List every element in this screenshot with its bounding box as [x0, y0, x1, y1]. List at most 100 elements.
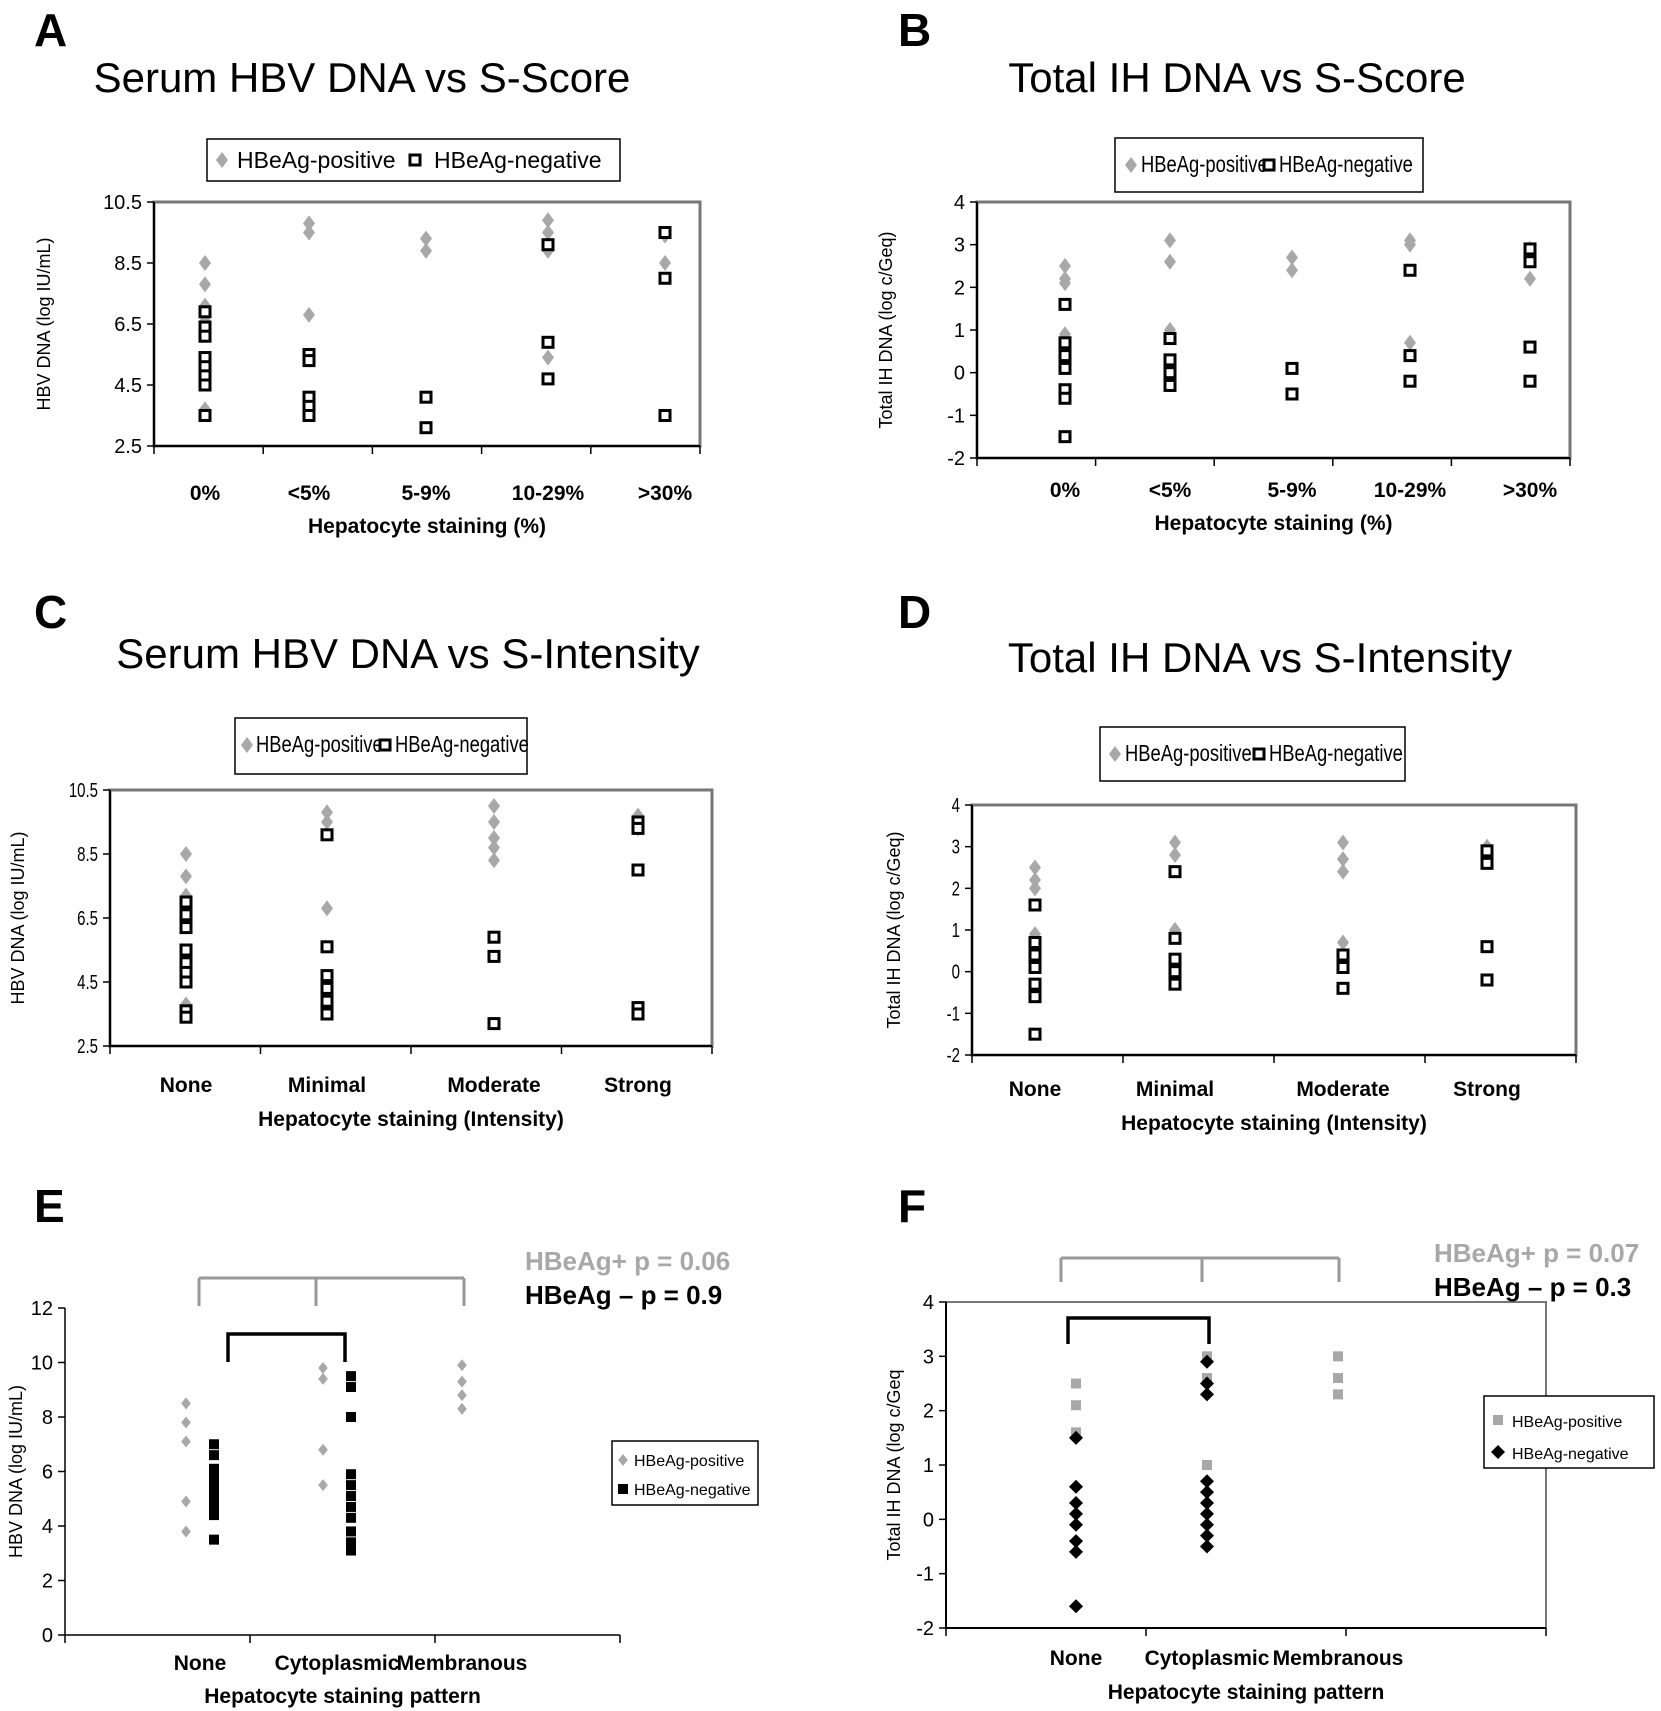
series-hbeag-positive	[1029, 834, 1493, 951]
x-axis-label: Hepatocyte staining pattern	[204, 1685, 481, 1708]
legend-box	[206, 138, 621, 182]
data-point-hbeag-positive	[199, 276, 211, 293]
x-category-label: Membranous	[1273, 1647, 1404, 1670]
y-tick-label: 2	[952, 877, 960, 900]
legend-marker-hbeag-positive	[1493, 1415, 1503, 1425]
data-point-hbeag-positive	[303, 306, 315, 323]
data-point-hbeag-negative	[1069, 1479, 1083, 1494]
x-category-label: Cytoplasmic	[1145, 1647, 1270, 1670]
x-category-label: Cytoplasmic	[275, 1652, 400, 1675]
data-point-hbeag-negative	[346, 1382, 356, 1393]
data-point-hbeag-negative	[541, 238, 555, 252]
legend-marker-hbeag-negative	[378, 738, 392, 752]
x-category-label: 0%	[1050, 479, 1081, 502]
y-tick-label: 4	[954, 192, 965, 214]
y-tick-label: 4.5	[114, 375, 142, 397]
data-point-hbeag-negative	[1200, 1485, 1214, 1500]
data-point-hbeag-positive	[181, 1416, 191, 1429]
y-tick-label: 10.5	[69, 779, 98, 802]
data-point-hbeag-negative	[1200, 1354, 1214, 1369]
y-tick-label: -1	[916, 1564, 934, 1586]
data-point-hbeag-negative	[1069, 1506, 1083, 1521]
legend-label: HBeAg-positive	[256, 732, 383, 757]
legend-marker-hbeag-negative	[618, 1484, 628, 1494]
data-point-hbeag-negative	[1028, 948, 1042, 962]
data-point-hbeag-negative	[1168, 952, 1182, 966]
series-hbeag-positive	[1071, 1351, 1343, 1470]
legend: HBeAg-positive HBeAg-negative	[1114, 137, 1424, 193]
data-point-hbeag-negative	[1028, 990, 1042, 1004]
data-point-hbeag-negative	[1168, 977, 1182, 991]
legend-marker-hbeag-positive	[216, 152, 228, 168]
data-point-hbeag-negative	[1058, 391, 1072, 405]
legend-label: HBeAg-negative	[434, 147, 602, 173]
data-point-hbeag-negative	[1523, 374, 1537, 388]
data-point-hbeag-negative	[1336, 948, 1350, 962]
data-point-hbeag-negative	[320, 994, 334, 1008]
y-tick-label: 0	[42, 1625, 53, 1647]
data-point-hbeag-negative	[346, 1537, 356, 1548]
bracket-negative	[226, 1332, 347, 1362]
data-point-hbeag-positive	[1169, 847, 1181, 863]
panel-c: C Serum HBV DNA vs S-Intensity 10.5 8.5 6.5 4…	[8, 586, 714, 1131]
y-tick-label: 8.5	[114, 253, 142, 275]
data-point-hbeag-positive	[1404, 334, 1416, 351]
chart-title: Serum HBV DNA vs S-Intensity	[116, 630, 700, 677]
x-category-label: Strong	[604, 1074, 672, 1097]
data-point-hbeag-positive	[1286, 262, 1298, 279]
data-point-hbeag-negative	[1523, 255, 1537, 269]
x-category-label: 10-29%	[1374, 479, 1447, 502]
x-category-label: None	[174, 1652, 227, 1675]
data-point-hbeag-positive	[1333, 1373, 1343, 1384]
data-point-hbeag-negative	[346, 1545, 356, 1556]
x-category-label: None	[1009, 1078, 1062, 1101]
y-tick-label: 0	[952, 961, 960, 984]
y-tick-label: 4	[42, 1516, 53, 1538]
panel-b: B Total IH DNA vs S-Score 4 3 2 1 0 -1 -2 0% <5% 5-…	[876, 4, 1572, 535]
y-tick-label: 3	[954, 235, 965, 257]
legend: HBeAg-positive HBeAg-negative	[1099, 726, 1406, 782]
data-point-hbeag-negative	[1168, 865, 1182, 879]
data-point-hbeag-negative	[1523, 340, 1537, 354]
data-point-hbeag-negative	[631, 1007, 645, 1021]
data-point-hbeag-negative	[209, 1450, 219, 1461]
data-point-hbeag-positive	[180, 846, 192, 862]
x-category-label: >30%	[638, 482, 693, 505]
data-point-hbeag-negative	[320, 1007, 334, 1021]
x-category-label: Membranous	[397, 1652, 528, 1675]
data-point-hbeag-negative	[198, 329, 212, 343]
x-axis-label: Hepatocyte staining (%)	[1154, 512, 1392, 535]
y-tick-label: 2	[923, 1401, 934, 1423]
legend-marker-hbeag-negative	[408, 153, 422, 167]
data-point-hbeag-negative	[487, 1017, 501, 1031]
data-point-hbeag-negative	[179, 943, 193, 957]
legend-marker-hbeag-negative	[1491, 1445, 1505, 1459]
data-point-hbeag-negative	[1285, 361, 1299, 375]
panel-letter: B	[898, 4, 931, 56]
data-point-hbeag-negative	[346, 1480, 356, 1491]
y-tick-label: 2.5	[77, 1035, 98, 1058]
data-point-hbeag-positive	[1333, 1389, 1343, 1400]
y-tick-label: 0	[923, 1509, 934, 1531]
data-point-hbeag-negative	[1028, 1027, 1042, 1041]
p-value-positive: HBeAg+ p = 0.06	[525, 1246, 730, 1276]
y-tick-label: 1	[954, 320, 965, 342]
x-axis-label: Hepatocyte staining (Intensity)	[1121, 1112, 1427, 1135]
legend-label: HBeAg-negative	[395, 732, 529, 757]
data-point-hbeag-negative	[179, 895, 193, 909]
x-category-label: Moderate	[447, 1074, 540, 1097]
legend-label: HBeAg-positive	[634, 1453, 744, 1470]
y-axis-label: HBV DNA (log IU/mL)	[8, 831, 28, 1004]
p-value-negative: HBeAg – p = 0.3	[1434, 1272, 1631, 1302]
data-point-hbeag-positive	[488, 839, 500, 856]
y-tick-label: 4	[923, 1292, 934, 1314]
data-point-hbeag-negative	[1200, 1376, 1214, 1391]
data-point-hbeag-negative	[1069, 1517, 1083, 1532]
data-point-hbeag-negative	[658, 271, 672, 285]
data-point-hbeag-positive	[1059, 275, 1071, 292]
data-point-hbeag-negative	[320, 828, 334, 842]
data-point-hbeag-negative	[179, 975, 193, 989]
data-point-hbeag-negative	[1069, 1430, 1083, 1445]
data-point-hbeag-negative	[209, 1534, 219, 1545]
legend-label: HBeAg-negative	[634, 1482, 751, 1499]
